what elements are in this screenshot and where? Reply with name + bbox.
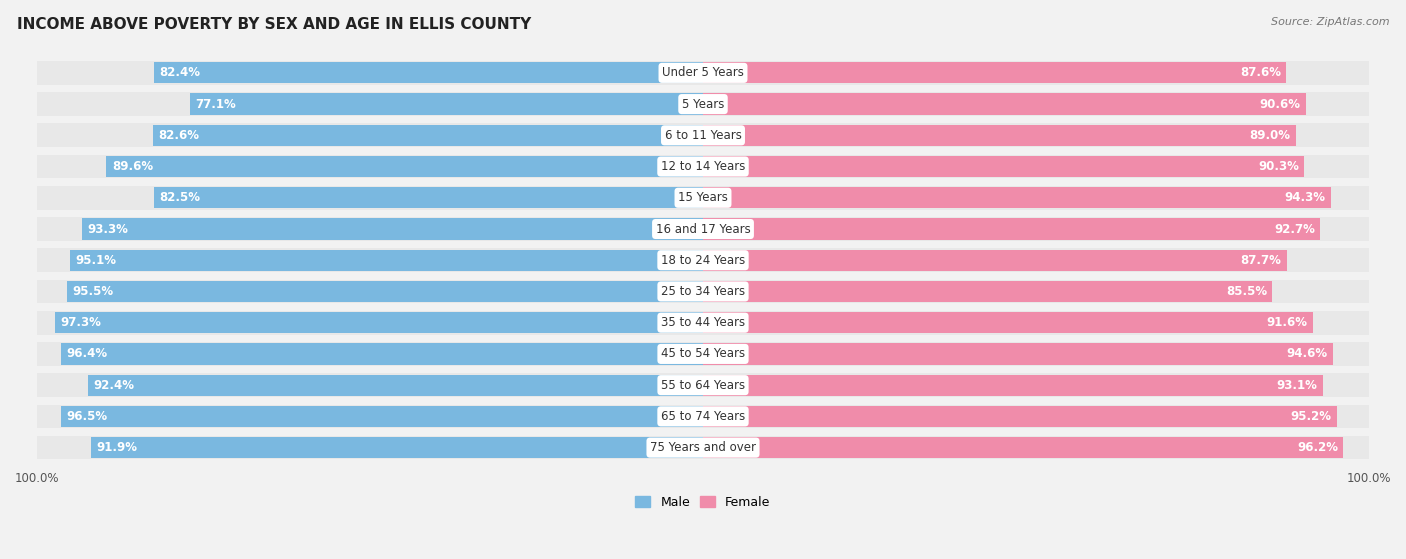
Text: 87.7%: 87.7% [1240,254,1281,267]
Bar [37,280,703,304]
Bar [37,186,703,210]
Bar [37,217,703,241]
Bar [703,406,1337,427]
Bar [37,92,703,116]
Text: 94.3%: 94.3% [1285,191,1326,204]
Bar [703,155,1369,178]
Text: 75 Years and over: 75 Years and over [650,441,756,454]
Bar [70,250,703,271]
Bar [703,61,1369,85]
Bar [67,281,703,302]
Bar [703,248,1369,272]
Text: 82.5%: 82.5% [159,191,200,204]
Text: 90.3%: 90.3% [1258,160,1299,173]
Bar [155,62,703,83]
Bar [703,217,1369,241]
Text: 97.3%: 97.3% [60,316,101,329]
Bar [703,437,1344,458]
Text: 89.0%: 89.0% [1249,129,1291,142]
Text: INCOME ABOVE POVERTY BY SEX AND AGE IN ELLIS COUNTY: INCOME ABOVE POVERTY BY SEX AND AGE IN E… [17,17,531,32]
Text: 93.3%: 93.3% [87,222,128,235]
Bar [703,219,1320,240]
Bar [37,373,703,397]
Bar [703,311,1369,334]
Bar [703,435,1369,459]
Bar [703,280,1369,304]
Bar [703,93,1306,115]
Bar [703,125,1295,146]
Text: 93.1%: 93.1% [1277,378,1317,392]
Text: 82.6%: 82.6% [159,129,200,142]
Text: 89.6%: 89.6% [112,160,153,173]
Bar [703,342,1369,366]
Bar [703,187,1331,209]
Bar [37,405,703,428]
Text: 96.5%: 96.5% [66,410,107,423]
Bar [703,373,1369,397]
Bar [703,62,1286,83]
Bar [703,312,1313,333]
Bar [37,435,703,459]
Text: 85.5%: 85.5% [1226,285,1267,298]
Text: Under 5 Years: Under 5 Years [662,67,744,79]
Text: 95.1%: 95.1% [75,254,117,267]
Text: 6 to 11 Years: 6 to 11 Years [665,129,741,142]
Text: 82.4%: 82.4% [160,67,201,79]
Bar [190,93,703,115]
Text: 18 to 24 Years: 18 to 24 Years [661,254,745,267]
Text: 12 to 14 Years: 12 to 14 Years [661,160,745,173]
Bar [62,343,703,364]
Bar [703,250,1286,271]
Bar [55,312,703,333]
Text: 95.5%: 95.5% [73,285,114,298]
Bar [703,281,1272,302]
Bar [91,437,703,458]
Text: 35 to 44 Years: 35 to 44 Years [661,316,745,329]
Text: 96.2%: 96.2% [1298,441,1339,454]
Text: 55 to 64 Years: 55 to 64 Years [661,378,745,392]
Text: 92.7%: 92.7% [1274,222,1315,235]
Legend: Male, Female: Male, Female [630,491,776,514]
Bar [82,219,703,240]
Text: 94.6%: 94.6% [1286,348,1327,361]
Bar [153,125,703,146]
Bar [703,375,1323,396]
Text: 25 to 34 Years: 25 to 34 Years [661,285,745,298]
Text: 90.6%: 90.6% [1260,98,1301,111]
Bar [87,375,703,396]
Bar [37,248,703,272]
Bar [153,187,703,209]
Text: 5 Years: 5 Years [682,98,724,111]
Bar [60,406,703,427]
Text: 77.1%: 77.1% [195,98,236,111]
Text: 92.4%: 92.4% [93,378,134,392]
Text: 16 and 17 Years: 16 and 17 Years [655,222,751,235]
Text: 15 Years: 15 Years [678,191,728,204]
Bar [37,124,703,147]
Bar [107,156,703,177]
Bar [703,405,1369,428]
Text: 95.2%: 95.2% [1291,410,1331,423]
Text: 87.6%: 87.6% [1240,67,1281,79]
Bar [703,343,1333,364]
Text: 65 to 74 Years: 65 to 74 Years [661,410,745,423]
Bar [703,186,1369,210]
Text: 91.6%: 91.6% [1267,316,1308,329]
Text: 45 to 54 Years: 45 to 54 Years [661,348,745,361]
Bar [703,92,1369,116]
Text: Source: ZipAtlas.com: Source: ZipAtlas.com [1271,17,1389,27]
Bar [37,311,703,334]
Bar [37,342,703,366]
Bar [703,156,1305,177]
Text: 96.4%: 96.4% [66,348,108,361]
Bar [37,61,703,85]
Bar [703,124,1369,147]
Bar [37,155,703,178]
Text: 91.9%: 91.9% [97,441,138,454]
